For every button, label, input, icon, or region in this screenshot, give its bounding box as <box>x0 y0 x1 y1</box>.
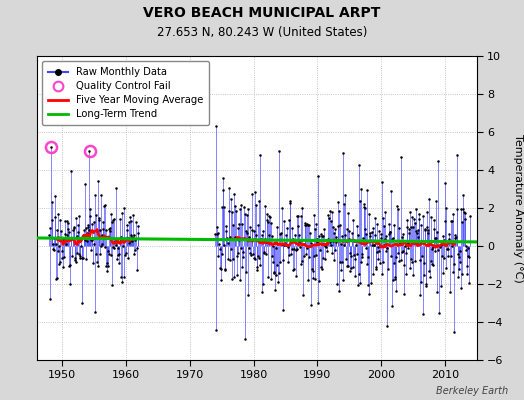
Text: 27.653 N, 80.243 W (United States): 27.653 N, 80.243 W (United States) <box>157 26 367 39</box>
Text: VERO BEACH MUNICIPAL ARPT: VERO BEACH MUNICIPAL ARPT <box>143 6 381 20</box>
Y-axis label: Temperature Anomaly (°C): Temperature Anomaly (°C) <box>513 134 523 282</box>
Legend: Raw Monthly Data, Quality Control Fail, Five Year Moving Average, Long-Term Tren: Raw Monthly Data, Quality Control Fail, … <box>42 61 209 125</box>
Text: Berkeley Earth: Berkeley Earth <box>436 386 508 396</box>
